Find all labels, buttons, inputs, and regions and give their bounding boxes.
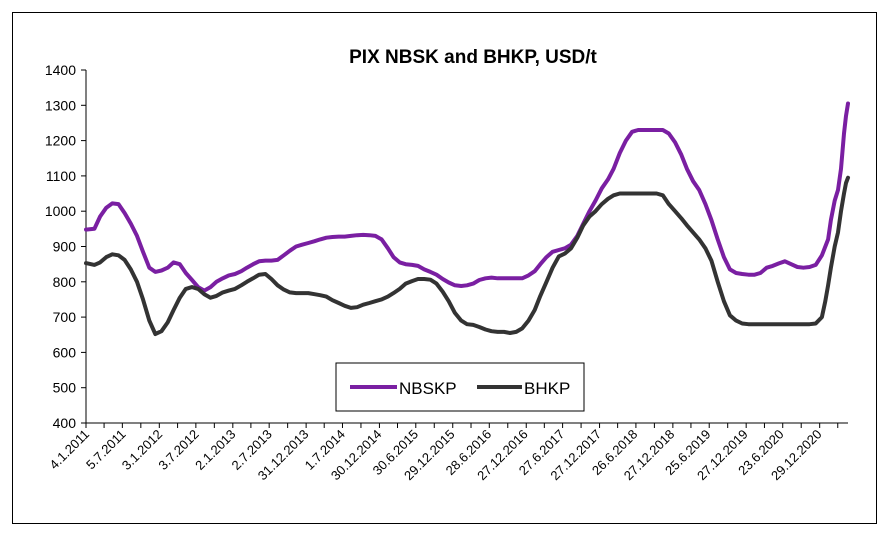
- y-tick-label: 1100: [46, 168, 76, 184]
- y-tick-label: 400: [53, 415, 77, 431]
- series-line-nbskp: [84, 101, 850, 293]
- y-tick-label: 500: [53, 380, 77, 396]
- y-tick-label: 600: [53, 344, 77, 360]
- x-axis: 4.1.20115.7.20113.1.20123.7.20122.1.2013…: [46, 422, 848, 483]
- line-chart: PIX NBSK and BHKP, USD/t 400 500 600 700 800…: [45, 47, 850, 483]
- chart-container: PIX NBSK and BHKP, USD/t 400 500 600 700 800…: [12, 12, 877, 524]
- y-axis: 400 500 600 700 800 900 1000 1100 1200 1300 1400: [45, 62, 87, 431]
- y-tick-label: 1300: [45, 97, 76, 113]
- series-lines: [84, 101, 850, 336]
- series-line-bhkp: [84, 175, 850, 336]
- chart-title: PIX NBSK and BHKP, USD/t: [349, 47, 597, 68]
- y-tick-label: 800: [53, 274, 77, 290]
- legend-label-bhkp: BHKP: [524, 379, 570, 398]
- legend: NBSKP BHKP: [335, 362, 585, 412]
- y-tick-label: 1400: [45, 62, 76, 78]
- y-tick-label: 700: [53, 309, 77, 325]
- x-tick-label: 4.1.2011: [46, 427, 92, 473]
- y-tick-label: 1000: [45, 203, 76, 219]
- legend-label-nbskp: NBSKP: [399, 379, 457, 398]
- y-tick-label: 1200: [45, 133, 76, 149]
- y-tick-label: 900: [53, 239, 77, 255]
